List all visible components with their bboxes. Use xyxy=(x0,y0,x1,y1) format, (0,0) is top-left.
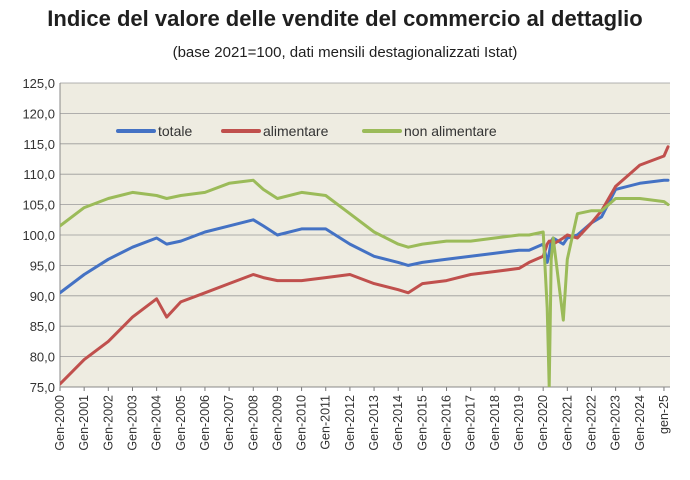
y-tick-label: 80,0 xyxy=(30,350,55,365)
x-axis-ticks: Gen-2000 Gen-2001 Gen-2002 Gen-2003 Gen-2004… xyxy=(53,387,671,451)
x-tick-label: Gen-2001 xyxy=(77,395,91,451)
y-tick-label: 115,0 xyxy=(23,137,55,152)
y-axis-ticks: 75,0 80,0 85,0 90,0 95,0 100,0 105,0 110,0 115,0… xyxy=(22,76,55,395)
x-tick-label: Gen-2016 xyxy=(440,395,454,451)
y-tick-label: 105,0 xyxy=(22,198,55,213)
x-tick-label: Gen-2013 xyxy=(367,395,381,451)
x-tick-label: Gen-2002 xyxy=(101,395,115,451)
x-tick-label: Gen-2010 xyxy=(295,395,309,451)
y-tick-label: 90,0 xyxy=(30,289,55,304)
x-tick-label: Gen-2006 xyxy=(198,395,212,451)
x-tick-label: Gen-2023 xyxy=(609,395,623,451)
x-tick-label: gen-25 xyxy=(657,395,671,434)
series-line-non-alimentare xyxy=(60,178,670,387)
x-tick-label: Gen-2024 xyxy=(633,395,647,451)
x-tick-label: Gen-2009 xyxy=(270,395,284,451)
y-tick-label: 110,0 xyxy=(23,167,55,182)
series-group xyxy=(60,145,670,387)
x-tick-label: Gen-2017 xyxy=(464,395,478,451)
x-tick-label: Gen-2004 xyxy=(150,395,164,451)
legend: totale alimentare non alimentare xyxy=(116,123,497,139)
x-tick-label: Gen-2012 xyxy=(343,395,357,451)
y-tick-label: 100,0 xyxy=(22,228,55,243)
x-tick-label: Gen-2003 xyxy=(125,395,139,451)
x-tick-label: Gen-2018 xyxy=(488,395,502,451)
x-tick-label: Gen-2022 xyxy=(584,395,598,451)
y-tick-label: 120,0 xyxy=(22,106,55,121)
x-tick-label: Gen-2000 xyxy=(53,395,67,451)
legend-label: totale xyxy=(158,123,192,139)
y-tick-label: 75,0 xyxy=(30,380,55,395)
series-line-totale xyxy=(60,178,670,295)
y-tick-label: 125,0 xyxy=(22,76,55,91)
x-tick-label: Gen-2011 xyxy=(319,395,333,450)
y-tick-label: 85,0 xyxy=(30,319,55,334)
x-tick-label: Gen-2015 xyxy=(415,395,429,451)
x-tick-label: Gen-2007 xyxy=(222,395,236,451)
y-tick-label: 95,0 xyxy=(30,258,55,273)
chart-subtitle: (base 2021=100, dati mensili destagional… xyxy=(172,44,518,61)
chart-title: Indice del valore delle vendite del comm… xyxy=(47,6,643,31)
legend-label: non alimentare xyxy=(404,123,497,139)
x-tick-label: Gen-2014 xyxy=(391,395,405,451)
legend-label: alimentare xyxy=(263,123,329,139)
x-tick-label: Gen-2005 xyxy=(174,395,188,451)
x-tick-label: Gen-2019 xyxy=(512,395,526,451)
x-tick-label: Gen-2008 xyxy=(246,395,260,451)
x-tick-label: Gen-2020 xyxy=(536,395,550,451)
series-line-alimentare xyxy=(60,145,670,386)
x-tick-label: Gen-2021 xyxy=(560,395,574,451)
